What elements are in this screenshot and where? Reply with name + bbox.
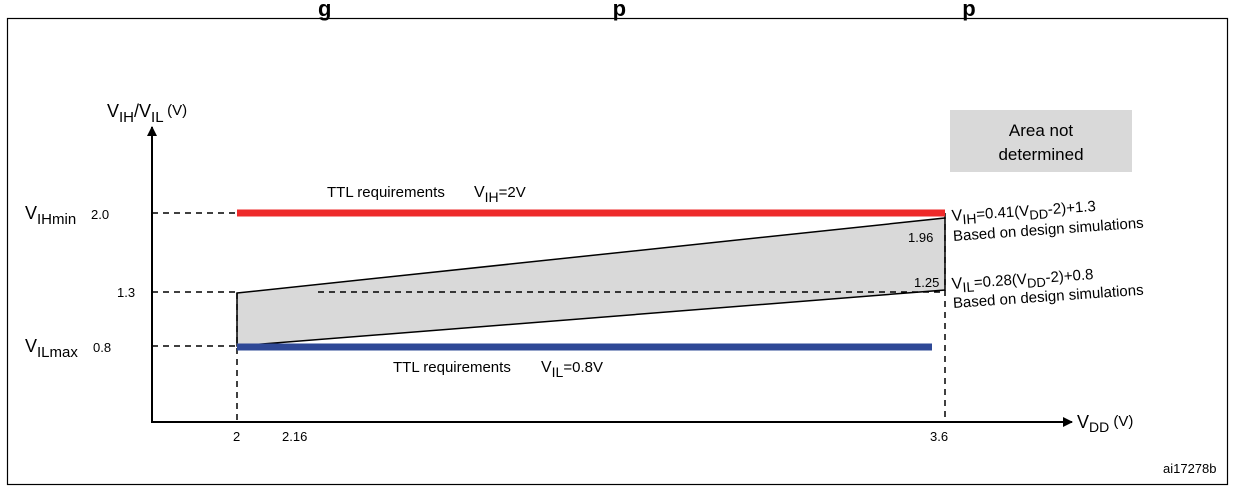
x-tick-3-6: 3.6 <box>930 429 948 444</box>
formula-low-equation: VIL=0.28(VDD-2)+0.8 <box>951 266 1094 296</box>
figure-id: ai17278b <box>1163 461 1217 476</box>
y-tick-1-3: 1.3 <box>117 285 135 300</box>
formula-high-equation: VIH=0.41(VDD-2)+1.3 <box>951 198 1096 228</box>
x-axis-label: VDD (V) <box>1077 412 1133 435</box>
ttl-low-label: TTL requirements <box>393 359 511 376</box>
ttl-high-equation: VIH=2V <box>474 184 526 205</box>
y-tick-0-8: 0.8 <box>93 340 111 355</box>
x-tick-2-16: 2.16 <box>282 429 307 444</box>
y-axis-label: VIH/VIL (V) <box>107 101 187 126</box>
formula-low-value: 1.25 <box>914 275 939 290</box>
formula-high-value: 1.96 <box>908 230 933 245</box>
y-tick-vilmax: VILmax <box>25 336 78 361</box>
dashed-guides <box>152 212 946 422</box>
formula-high: VIH=0.41(VDD-2)+1.3 Based on design simu… <box>951 198 1144 245</box>
legend-label-line2: determined <box>998 145 1083 164</box>
legend-box <box>950 110 1132 172</box>
figure-border <box>6 17 1229 486</box>
header-title-fragment: g p p <box>318 0 976 21</box>
y-tick-vihmin: VIHmin <box>25 203 76 228</box>
x-tick-2: 2 <box>233 429 240 444</box>
legend-label-line1: Area not <box>1009 121 1074 140</box>
undetermined-region <box>236 217 946 347</box>
ttl-low-equation: VIL=0.8V <box>541 359 603 380</box>
y-tick-2-0: 2.0 <box>91 207 109 222</box>
ttl-high-label: TTL requirements <box>327 184 445 201</box>
formula-low: VIL=0.28(VDD-2)+0.8 Based on design simu… <box>951 266 1144 312</box>
